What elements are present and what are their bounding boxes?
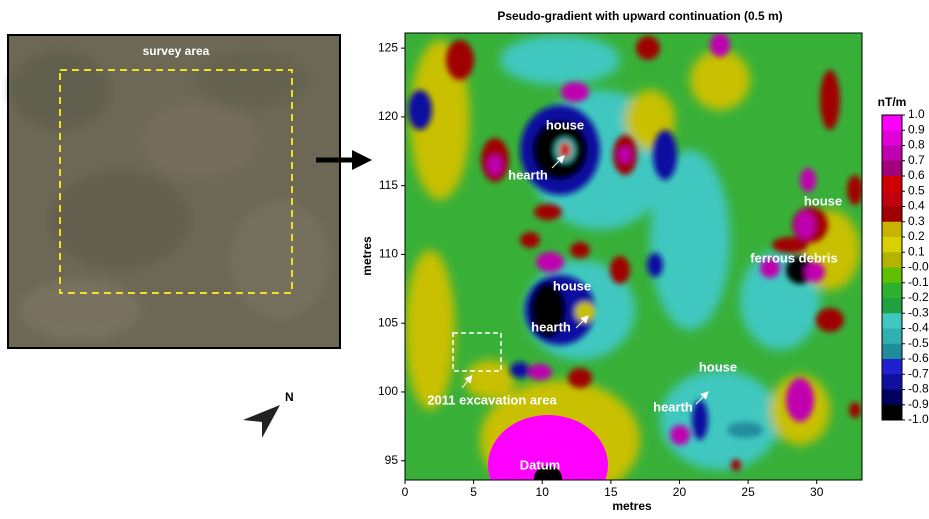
colorbar-segment [882, 283, 902, 299]
y-tick-label: 125 [378, 40, 398, 54]
colorbar-segment [882, 313, 902, 329]
photo-label: survey area [143, 44, 210, 58]
colorbar-tick-label: 0.5 [908, 183, 925, 197]
colorbar-tick-label: -0.5 [908, 336, 929, 350]
x-tick-label: 10 [536, 485, 550, 499]
x-tick-label: 15 [604, 485, 618, 499]
colorbar-tick-label: -0.6 [908, 351, 929, 365]
annotation: Datum [520, 457, 560, 472]
colorbar-tick-label: 0.8 [908, 138, 925, 152]
x-tick-label: 25 [741, 485, 755, 499]
colorbar-segment [882, 176, 902, 192]
x-tick-label: 5 [470, 485, 477, 499]
colorbar-segment [882, 344, 902, 360]
x-axis-label: metres [612, 499, 652, 513]
colorbar-tick-label: 0.4 [908, 199, 925, 213]
aerial-photo: survey area [8, 35, 340, 348]
x-tick-label: 30 [810, 485, 824, 499]
y-tick-label: 120 [378, 109, 398, 123]
colorbar-tick-label: -0.7 [908, 366, 929, 380]
y-axis-label: metres [360, 236, 374, 276]
colorbar-tick-label: 1.0 [908, 107, 925, 121]
annotation: ferrous debris [750, 250, 837, 265]
y-tick-label: 110 [379, 247, 398, 261]
colorbar-segment [882, 222, 902, 238]
colorbar-tick-label: 0.3 [908, 214, 925, 228]
colorbar-segment [882, 207, 902, 223]
colorbar-tick-label: -0.1 [908, 275, 929, 289]
colorbar-segment [882, 130, 902, 146]
map-title: Pseudo-gradient with upward continuation… [497, 9, 782, 23]
colorbar-segment [882, 298, 902, 314]
colorbar-segment [882, 237, 902, 253]
colorbar-tick-label: -0.3 [908, 305, 929, 319]
y-tick-label: 105 [378, 315, 398, 329]
figure: survey area N [0, 0, 929, 514]
annotation: hearth [531, 319, 571, 334]
colorbar-segment [882, 252, 902, 268]
annotation: house [546, 117, 584, 132]
north-label: N [285, 390, 294, 404]
colorbar-segment [882, 329, 902, 345]
colorbar-tick-label: 0.9 [908, 122, 925, 136]
colorbar-tick-label: -1.0 [908, 412, 929, 426]
x-tick-label: 0 [402, 485, 409, 499]
y-tick-label: 115 [379, 178, 398, 192]
annotation: house [553, 278, 591, 293]
annotation: 2011 excavation area [427, 392, 557, 407]
annotation: house [699, 359, 737, 374]
x-tick-label: 20 [673, 485, 687, 499]
colorbar-tick-label: 0.1 [908, 244, 925, 258]
colorbar-tick-label: -0.0 [908, 260, 929, 274]
colorbar-tick-label: -0.2 [908, 290, 929, 304]
colorbar-segment [882, 405, 902, 421]
colorbar-tick-label: 0.7 [908, 153, 925, 167]
colorbar-segment [882, 161, 902, 177]
arrowhead [352, 150, 372, 170]
annotation: hearth [508, 167, 548, 182]
colorbar-tick-label: -0.8 [908, 382, 929, 396]
annotation: hearth [653, 399, 693, 414]
colorbar-tick-label: -0.9 [908, 397, 929, 411]
colorbar-segment [882, 374, 902, 390]
colorbar-tick-label: 0.2 [908, 229, 925, 243]
magnetic-map [405, 33, 863, 514]
colorbar-segment [882, 359, 902, 375]
colorbar-segment [882, 115, 902, 131]
y-tick-label: 95 [385, 453, 399, 467]
colorbar-tick-label: -0.4 [908, 321, 929, 335]
annotation: house [804, 193, 842, 208]
colorbar-segment [882, 146, 902, 162]
colorbar-segment [882, 390, 902, 406]
north-arrow: N [243, 390, 294, 438]
colorbar-label: nT/m [878, 95, 907, 109]
colorbar-tick-label: 0.6 [908, 168, 925, 182]
colorbar-segment [882, 191, 902, 207]
y-tick-label: 100 [378, 384, 398, 398]
colorbar-segment [882, 268, 902, 284]
